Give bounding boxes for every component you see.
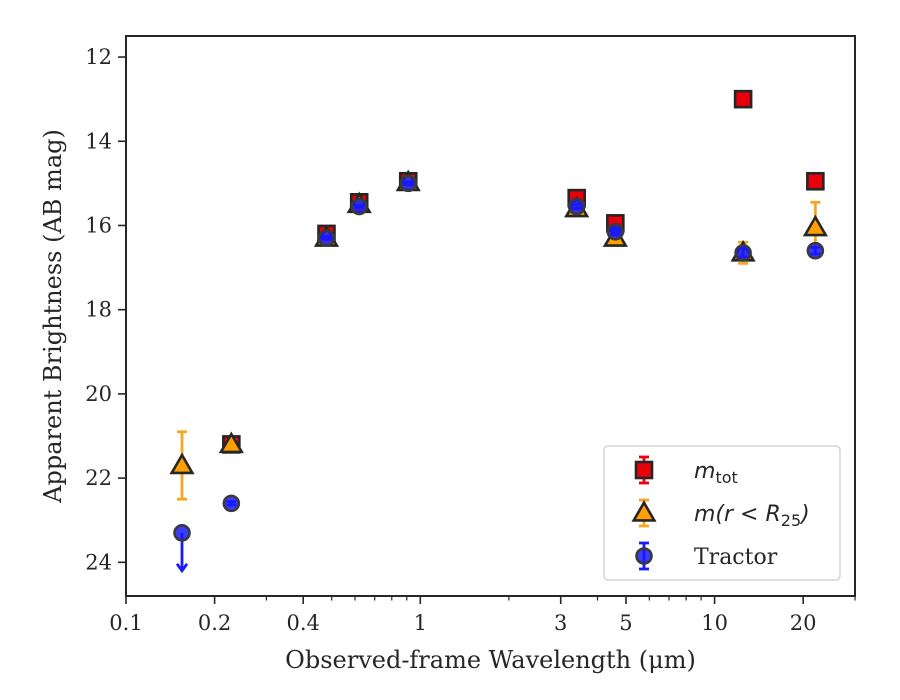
legend-label: m(r < R25)	[694, 502, 810, 530]
legend-marker	[631, 500, 657, 522]
x-tick-label: 1	[414, 611, 427, 635]
y-tick-label: 24	[85, 550, 112, 574]
legend-box	[603, 445, 841, 581]
data-point	[169, 452, 195, 475]
y-tick-label: 18	[85, 298, 112, 322]
series-3	[173, 174, 825, 574]
data-point	[733, 89, 753, 109]
legend-entry: mtot	[634, 455, 738, 487]
x-tick-label: 20	[790, 611, 817, 635]
axis-ticks: 0.1 0.2 0.4 1 3 5 10 20 12 14 16 18 20 22 24	[85, 45, 856, 635]
legend-label: Tractor	[694, 545, 778, 570]
data-point	[399, 174, 418, 193]
x-tick-label: 0.2	[198, 611, 231, 635]
x-tick-label: 3	[554, 611, 567, 635]
data-point	[802, 214, 828, 237]
x-tick-label: 0.1	[109, 611, 142, 635]
x-tick-label: 10	[701, 611, 728, 635]
y-tick-label: 20	[85, 382, 112, 406]
plot-area	[169, 89, 828, 574]
y-axis-label: Apparent Brightness (AB mag)	[39, 129, 67, 504]
data-point	[173, 524, 191, 542]
y-tick-label: 12	[85, 45, 112, 69]
y-tick-label: 22	[85, 466, 112, 490]
legend-entry: m(r < R25)	[631, 498, 810, 530]
data-point	[806, 171, 825, 191]
x-axis-label: Observed-frame Wavelength (μm)	[285, 646, 696, 674]
x-tick-label: 0.4	[286, 611, 319, 635]
legend-marker	[634, 460, 654, 480]
data-point	[222, 494, 241, 513]
legend-label: mtot	[694, 459, 738, 487]
legend-entry: Tractor	[635, 541, 778, 571]
axes-frame	[125, 35, 856, 597]
y-tick-label: 16	[85, 213, 112, 237]
y-tick-label: 14	[85, 129, 112, 153]
x-tick-label: 5	[619, 611, 632, 635]
legend: mtot m(r < R25) Tractor	[603, 445, 841, 581]
data-point	[606, 222, 625, 241]
legend-marker	[635, 547, 653, 565]
data-point	[350, 197, 368, 216]
data-point	[734, 244, 752, 262]
data-point	[218, 431, 244, 454]
upper-limit-arrowhead	[175, 563, 189, 574]
data-point	[806, 241, 825, 260]
data-point	[317, 229, 336, 247]
data-point	[567, 197, 586, 216]
